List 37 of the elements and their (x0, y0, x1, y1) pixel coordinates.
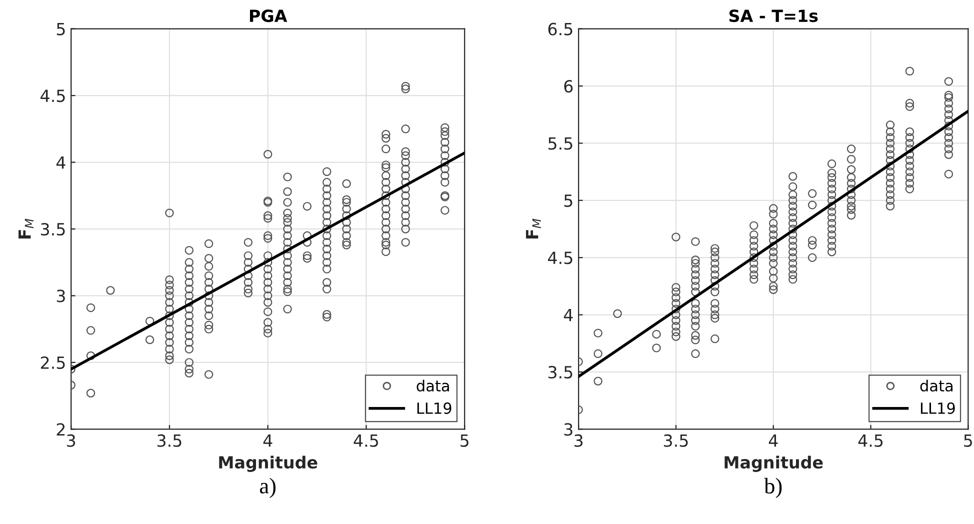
y-tick-label: 5.5 (548, 137, 572, 150)
chart-title: PGA (250, 10, 288, 22)
legend-label: data (920, 380, 952, 392)
y-tick-label: 6.5 (548, 22, 572, 36)
x-tick-label: 3.5 (664, 434, 688, 447)
x-tick-label: 4.5 (858, 434, 883, 447)
y-tick-label: 3 (564, 423, 572, 436)
x-tick-label: 4 (768, 434, 778, 447)
text: a) (260, 478, 276, 498)
y-tick-label: 4.5 (40, 90, 65, 102)
y-tick-label: 5 (56, 23, 65, 36)
y-tick-label: 4.5 (548, 252, 572, 264)
x-tick-label: 3.5 (157, 434, 182, 447)
x-axis-title: Magnitude (724, 456, 823, 472)
x-tick-label: 5 (964, 434, 972, 447)
y-tick-label: 3.5 (548, 366, 572, 379)
x-tick-label: 4 (263, 434, 272, 447)
y-tick-label: 4 (564, 308, 573, 322)
y-axis-title: F$_{M}$ (526, 218, 541, 239)
legend-label: LL19 (417, 402, 452, 414)
y-tick-label: 2.5 (40, 356, 65, 369)
x-tick-label: 3 (574, 434, 583, 447)
y-tick-label: 6 (564, 80, 573, 93)
y-tick-label: 2 (56, 423, 65, 436)
x-tick-label: 5 (460, 434, 468, 447)
y-tick-label: 3.5 (41, 222, 65, 236)
x-tick-label: 3 (67, 434, 76, 447)
chart-title: SA - T=1s (729, 10, 818, 22)
x-tick-label: 4.5 (354, 434, 378, 447)
legend-label: data (416, 380, 449, 392)
y-axis-title: F$_{M}$ (18, 218, 34, 239)
legend-label: LL19 (920, 402, 955, 414)
y-tick-label: 3 (56, 290, 65, 302)
y-tick-label: 4 (56, 156, 66, 169)
y-tick-label: 5 (564, 194, 572, 207)
text: b) (764, 478, 782, 498)
x-axis-title: Magnitude (219, 456, 318, 472)
